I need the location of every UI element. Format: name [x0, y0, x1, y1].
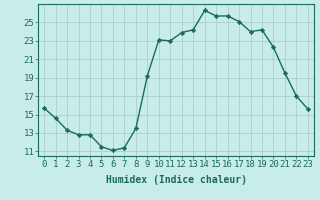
- X-axis label: Humidex (Indice chaleur): Humidex (Indice chaleur): [106, 175, 246, 185]
